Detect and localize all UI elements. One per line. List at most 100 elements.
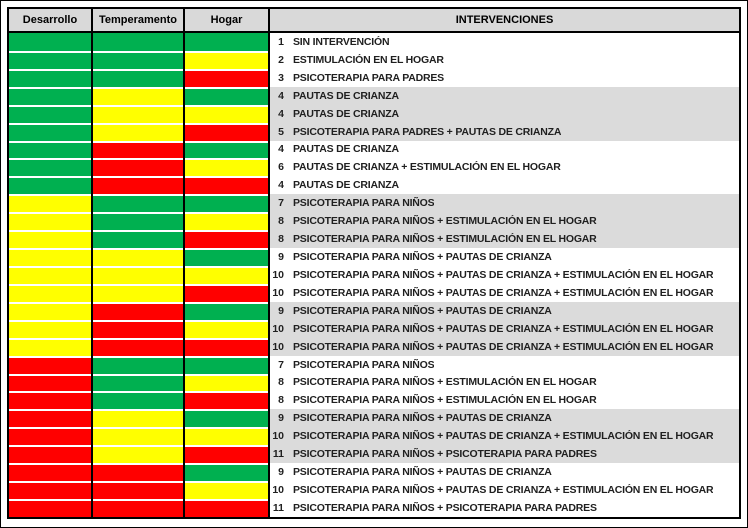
column-divider [183,283,185,302]
intervention-cell: 8 PSICOTERAPIA PARA NIÑOS + ESTIMULACIÓN … [270,230,739,249]
desarrollo-color-cell [9,463,91,482]
intervention-cell: 10 PSICOTERAPIA PARA NIÑOS + PAUTAS DE CR… [270,265,739,284]
column-divider [268,301,270,320]
column-divider [183,373,185,392]
intervention-number: 10 [272,286,284,299]
table-row: 9 PSICOTERAPIA PARA NIÑOS + PAUTAS DE CRI… [9,463,739,482]
column-divider [91,337,93,356]
column-divider [183,265,185,284]
hogar-color-cell [185,33,268,51]
column-divider [268,158,270,177]
column-divider [91,33,93,51]
hogar-color-cell [185,104,268,123]
desarrollo-color-cell [9,301,91,320]
hogar-color-cell [185,373,268,392]
table-row: 8 PSICOTERAPIA PARA NIÑOS + ESTIMULACIÓN … [9,391,739,410]
intervention-number: 10 [272,322,284,335]
column-divider [183,355,185,374]
intervention-label: PSICOTERAPIA PARA NIÑOS [293,358,435,371]
intervention-label: PAUTAS DE CRIANZA + ESTIMULACIÓN EN EL H… [293,161,561,174]
intervention-number: 9 [278,304,284,317]
desarrollo-color-cell [9,212,91,231]
column-divider [268,445,270,464]
intervention-cell: 4 PAUTAS DE CRIANZA [270,176,739,195]
table-row: 9 PSICOTERAPIA PARA NIÑOS + PAUTAS DE CRI… [9,301,739,320]
hogar-color-cell [185,319,268,338]
hogar-color-cell [185,427,268,446]
desarrollo-color-cell [9,140,91,159]
column-divider [91,104,93,123]
column-divider [268,265,270,284]
column-divider [268,319,270,338]
temperamento-color-cell [93,140,183,159]
intervention-cell: 5 PSICOTERAPIA PARA PADRES + PAUTAS DE CR… [270,122,739,141]
temperamento-color-cell [93,122,183,141]
temperamento-color-cell [93,283,183,302]
intervention-number: 5 [278,125,284,138]
intervention-number: 8 [278,233,284,246]
table-row: 10 PSICOTERAPIA PARA NIÑOS + PAUTAS DE CR… [9,337,739,356]
column-divider [91,373,93,392]
table-row: 5 PSICOTERAPIA PARA PADRES + PAUTAS DE CR… [9,122,739,141]
intervention-label: PSICOTERAPIA PARA NIÑOS + PAUTAS DE CRIA… [293,251,552,264]
column-divider [183,176,185,195]
temperamento-color-cell [93,194,183,213]
intervention-label: PSICOTERAPIA PARA NIÑOS + ESTIMULACIÓN E… [293,394,597,407]
table-row: 9 PSICOTERAPIA PARA NIÑOS + PAUTAS DE CRI… [9,248,739,266]
column-divider [183,33,185,51]
column-divider [91,301,93,320]
column-divider [91,122,93,141]
desarrollo-color-cell [9,68,91,87]
hogar-color-cell [185,86,268,105]
desarrollo-color-cell [9,481,91,499]
intervention-cell: 8 PSICOTERAPIA PARA NIÑOS + ESTIMULACIÓN … [270,391,739,410]
table-row: 10 PSICOTERAPIA PARA NIÑOS + PAUTAS DE CR… [9,427,739,446]
column-divider [91,194,93,213]
column-divider [268,283,270,302]
hogar-color-cell [185,212,268,231]
intervention-cell: 10 PSICOTERAPIA PARA NIÑOS + PAUTAS DE CR… [270,319,739,338]
temperamento-color-cell [93,50,183,69]
intervention-number: 7 [278,358,284,371]
desarrollo-color-cell [9,409,91,428]
table-row: 4 PAUTAS DE CRIANZA [9,104,739,123]
column-divider [183,104,185,123]
hogar-color-cell [185,122,268,141]
intervention-label: PSICOTERAPIA PARA NIÑOS + PAUTAS DE CRIA… [293,430,714,443]
hogar-color-cell [185,68,268,87]
header-intervenciones: INTERVENCIONES [455,14,554,26]
column-divider [268,498,270,517]
column-divider [183,409,185,428]
intervention-label: PAUTAS DE CRIANZA [293,179,399,192]
table-row: 10 PSICOTERAPIA PARA NIÑOS + PAUTAS DE CR… [9,481,739,499]
desarrollo-color-cell [9,265,91,284]
intervention-label: PSICOTERAPIA PARA NIÑOS + PAUTAS DE CRIA… [293,412,552,425]
intervention-cell: 4 PAUTAS DE CRIANZA [270,140,739,159]
desarrollo-color-cell [9,50,91,69]
column-divider [268,104,270,123]
intervention-number: 10 [272,430,284,443]
column-divider [268,481,270,499]
hogar-color-cell [185,355,268,374]
temperamento-color-cell [93,445,183,464]
hogar-color-cell [185,498,268,517]
column-divider [268,68,270,87]
intervention-number: 8 [278,394,284,407]
column-divider [183,391,185,410]
hogar-color-cell [185,481,268,499]
temperamento-color-cell [93,212,183,231]
table-row: 4 PAUTAS DE CRIANZA [9,140,739,159]
intervention-number: 10 [272,340,284,353]
intervention-label: PSICOTERAPIA PARA NIÑOS + PAUTAS DE CRIA… [293,322,714,335]
column-divider [268,176,270,195]
temperamento-color-cell [93,355,183,374]
hogar-color-cell [185,391,268,410]
temperamento-color-cell [93,158,183,177]
column-divider [183,86,185,105]
intervention-cell: 11 PSICOTERAPIA PARA NIÑOS + PSICOTERAPIA… [270,498,739,517]
intervention-label: PSICOTERAPIA PARA NIÑOS + PAUTAS DE CRIA… [293,466,552,479]
column-divider [183,445,185,464]
column-divider [268,337,270,356]
desarrollo-color-cell [9,498,91,517]
